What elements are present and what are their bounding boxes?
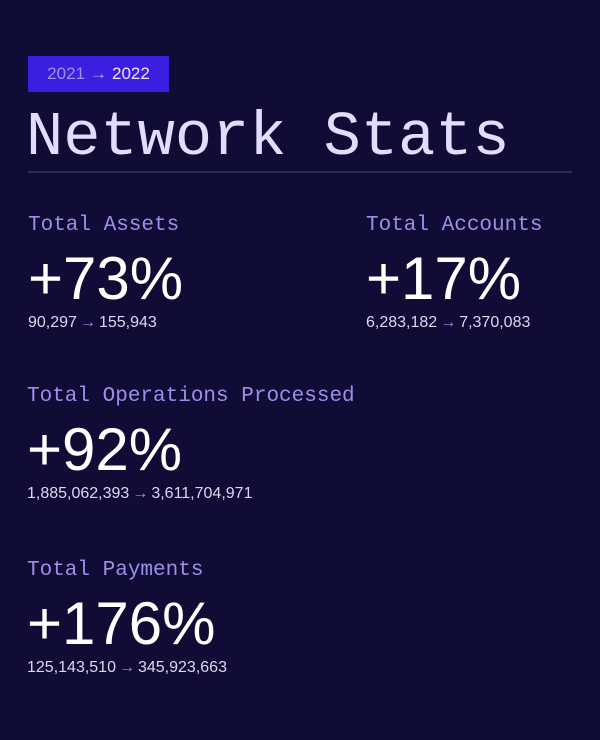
- stat-label: Total Operations Processed: [27, 385, 355, 408]
- divider: [28, 171, 572, 173]
- stat-label: Total Accounts: [366, 214, 543, 237]
- stat-change: +176%: [27, 590, 216, 657]
- stat-change: +92%: [27, 416, 183, 483]
- stat-range: 6,283,182 → 7,370,083: [366, 313, 542, 333]
- stat-range: 90,297 → 155,943: [28, 313, 183, 333]
- stat-to: 155,943: [98, 314, 157, 331]
- stat-range: 1,885,062,393 → 3,611,704,971: [27, 484, 355, 504]
- arrow-right-icon: →: [118, 659, 135, 676]
- stat-label: Total Assets: [28, 214, 180, 237]
- stat-change: +17%: [366, 245, 522, 312]
- arrow-right-icon: →: [132, 485, 149, 502]
- year-from: 2021: [47, 64, 85, 83]
- stat-label: Total Payments: [27, 559, 204, 582]
- stat-to: 7,370,083: [459, 314, 531, 331]
- stat-change: +73%: [28, 245, 184, 312]
- year-to: 2022: [112, 64, 150, 83]
- arrow-right-icon: →: [440, 314, 457, 331]
- stat-total-accounts: Total Accounts +17% 6,283,182 → 7,370,083: [366, 213, 542, 333]
- stat-to: 345,923,663: [137, 659, 227, 676]
- arrow-right-icon: →: [90, 64, 107, 83]
- stat-from: 6,283,182: [366, 314, 438, 331]
- stat-from: 90,297: [28, 314, 77, 331]
- arrow-right-icon: →: [79, 314, 96, 331]
- stat-from: 125,143,510: [27, 659, 116, 676]
- stat-to: 3,611,704,971: [151, 485, 253, 502]
- stat-total-operations: Total Operations Processed +92% 1,885,06…: [27, 384, 355, 504]
- stat-total-payments: Total Payments +176% 125,143,510 → 345,923…: [27, 558, 227, 678]
- stat-total-assets: Total Assets +73% 90,297 → 155,943: [28, 213, 183, 333]
- year-range-badge: 2021 → 2022: [28, 56, 169, 92]
- stat-range: 125,143,510 → 345,923,663: [27, 658, 227, 678]
- stat-from: 1,885,062,393: [27, 485, 130, 502]
- page-title: Network Stats: [26, 102, 510, 173]
